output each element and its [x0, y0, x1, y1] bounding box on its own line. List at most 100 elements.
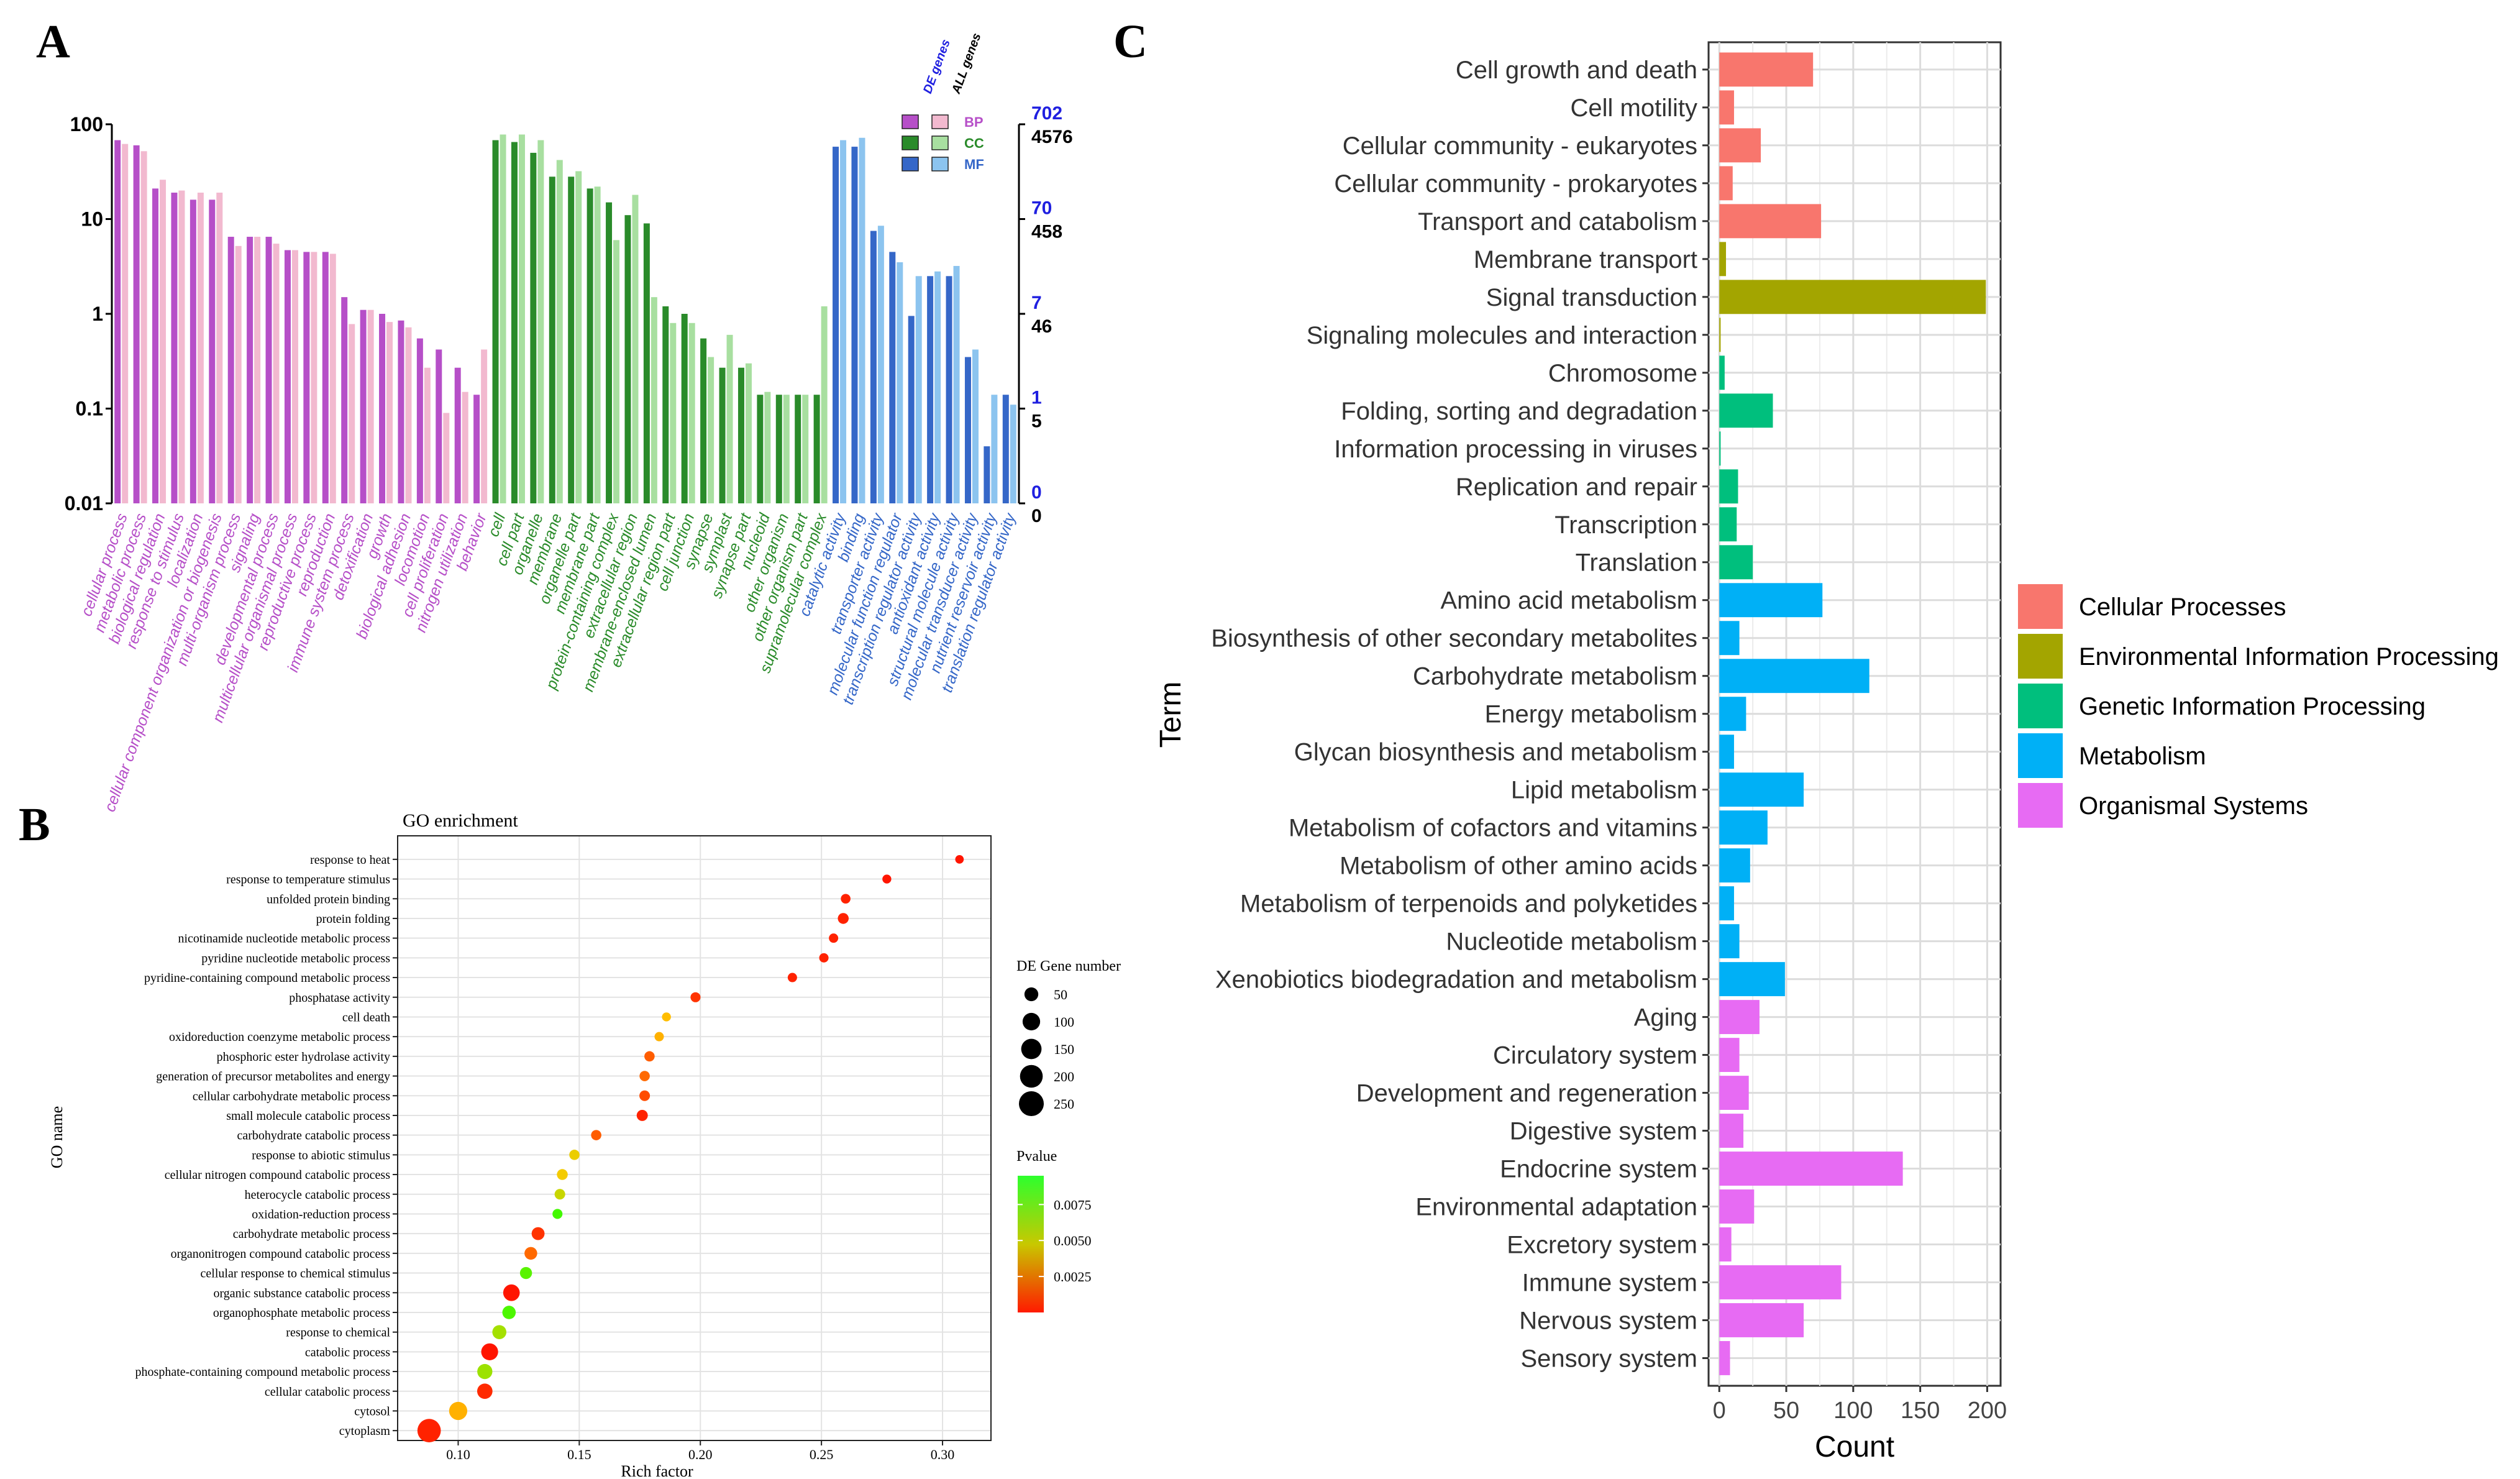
bar-de-multi-organism-process: [227, 237, 234, 503]
legend-label-cc: CC: [964, 135, 984, 151]
bar-de-cell: [492, 140, 499, 504]
legend-swatch-genetic: [2018, 684, 2063, 728]
color-legend-title: Pvalue: [1016, 1148, 1057, 1165]
right-tick-label-de: 7: [1031, 293, 1042, 313]
point-response-to-temperature-stimulus: [882, 874, 892, 884]
bar-de-membrane: [549, 176, 555, 503]
plot-border: [397, 835, 992, 1441]
term-label-cell-growth-and-death: Cell growth and death: [1456, 57, 1697, 84]
term-label-metabolism-of-other-amino-acids: Metabolism of other amino acids: [1340, 853, 1697, 880]
term-label-cellular-community-prokaryotes: Cellular community - prokaryotes: [1334, 170, 1697, 198]
bar-all-other-organism: [783, 395, 790, 503]
bar-de-locomotion: [416, 338, 423, 503]
bar-nervous-system: [1719, 1303, 1804, 1337]
bar-de-detoxification: [360, 309, 367, 503]
bar-all-cell-proliferation: [443, 413, 450, 503]
legend-swatch-de-bp: [902, 114, 919, 129]
term-label-energy-metabolism: Energy metabolism: [1485, 701, 1697, 728]
bar-translation: [1719, 545, 1753, 580]
point-generation-of-precursor-metabolites-and-energy: [639, 1071, 650, 1081]
bar-all-molecular-transducer-activity: [972, 349, 979, 503]
bar-membrane-transport: [1719, 242, 1727, 277]
left-tick-label: 10: [81, 208, 103, 231]
point-response-to-heat: [955, 854, 964, 864]
point-pyridine-containing-compound-metabolic-process: [787, 973, 797, 982]
bar-de-cellular-process: [114, 140, 121, 504]
legend-swatch-organismal: [2018, 783, 2063, 828]
right-tick-label-de: 702: [1031, 103, 1062, 124]
y-tick-label-phosphate-containing-compound-metabolic-process: phosphate-containing compound metabolic …: [135, 1365, 391, 1379]
x-tick-label: 0.10: [446, 1447, 470, 1462]
bar-all-membrane: [556, 160, 563, 504]
right-tick-label-all: 0: [1031, 506, 1042, 526]
panel-c-kegg-classification-chart: Cell growth and death Cell motility Cellul…: [1154, 41, 2499, 1463]
legend-swatch-environmental: [2018, 634, 2063, 679]
legend-label-metabolism: Metabolism: [2079, 743, 2206, 770]
x-axis-title: Count: [1815, 1431, 1894, 1463]
bar-folding-sorting-and-degradation: [1719, 393, 1773, 428]
right-tick-label-de: 1: [1031, 388, 1042, 408]
bar-all-cellular-component-organization-or-biogenesis: [216, 192, 223, 503]
term-label-xenobiotics-biodegradation-and-metabolism: Xenobiotics biodegradation and metabolis…: [1215, 966, 1697, 994]
y-tick-label-unfolded-protein-binding: unfolded protein binding: [267, 892, 390, 906]
bar-de-cell-junction: [681, 314, 688, 503]
bar-all-behavior: [481, 349, 488, 503]
term-label-metabolism-of-cofactors-and-vitamins: Metabolism of cofactors and vitamins: [1289, 815, 1697, 842]
point-phosphate-containing-compound-metabolic-process: [477, 1363, 493, 1380]
bar-all-developmental-process: [273, 244, 280, 503]
bar-all-membrane-enclosed-lumen: [651, 297, 657, 503]
point-cellular-catabolic-process: [477, 1383, 493, 1399]
term-label-signaling-molecules-and-interaction: Signaling molecules and interaction: [1307, 322, 1697, 349]
point-cellular-nitrogen-compound-catabolic-process: [557, 1169, 568, 1180]
point-cellular-carbohydrate-metabolic-process: [639, 1090, 651, 1101]
term-label-biosynthesis-of-other-secondary-metabolites: Biosynthesis of other secondary metaboli…: [1211, 625, 1697, 652]
legend-label-genetic: Genetic Information Processing: [2079, 693, 2426, 720]
point-cellular-response-to-chemical-stimulus: [519, 1266, 532, 1280]
bar-all-membrane-part: [594, 186, 601, 503]
panel-label-a: A: [36, 16, 70, 68]
term-label-sensory-system: Sensory system: [1520, 1345, 1697, 1372]
bar-all-biological-regulation: [160, 180, 167, 503]
y-tick-label-cellular-catabolic-process: cellular catabolic process: [265, 1385, 390, 1399]
y-tick-label-cellular-carbohydrate-metabolic-process: cellular carbohydrate metabolic process: [193, 1089, 390, 1103]
term-label-carbohydrate-metabolism: Carbohydrate metabolism: [1413, 663, 1697, 690]
point-protein-folding: [838, 913, 849, 924]
bar-all-reproduction: [329, 254, 336, 503]
legend-swatch-de-cc: [902, 135, 919, 150]
bar-xenobiotics-biodegradation-and-metabolism: [1719, 962, 1785, 997]
bar-all-protein-containing-complex: [613, 240, 620, 503]
term-label-metabolism-of-terpenoids-and-polyketides: Metabolism of terpenoids and polyketides: [1240, 891, 1697, 918]
term-label-nucleotide-metabolism: Nucleotide metabolism: [1446, 928, 1697, 956]
left-tick-label: 0.01: [65, 492, 103, 515]
right-tick-label-all: 5: [1031, 411, 1042, 432]
legend-swatch-all-cc: [931, 135, 949, 150]
size-legend-label: 250: [1054, 1096, 1074, 1112]
bar-de-biological-regulation: [152, 188, 159, 503]
bar-de-membrane-part: [587, 188, 593, 503]
size-legend-dot: [1019, 1091, 1044, 1116]
bar-de-cellular-component-organization-or-biogenesis: [209, 199, 216, 503]
size-legend-label: 200: [1054, 1069, 1074, 1084]
bar-biosynthesis-of-other-secondary-metabolites: [1719, 621, 1740, 656]
bar-de-extracellular-region-part: [662, 306, 669, 503]
point-organophosphate-metabolic-process: [502, 1306, 516, 1319]
point-phosphatase-activity: [690, 992, 701, 1002]
color-legend-label: 0.0075: [1054, 1197, 1092, 1212]
bar-de-antioxidant-activity: [927, 276, 934, 503]
bar-de-other-organism-part: [795, 395, 801, 503]
x-tick-label: 0: [1713, 1398, 1726, 1424]
bar-de-cell-proliferation: [436, 349, 442, 503]
bar-de-cell-part: [511, 142, 518, 504]
bar-all-metabolic-process: [140, 151, 147, 503]
term-label-excretory-system: Excretory system: [1507, 1232, 1697, 1259]
right-tick-label-all: 4576: [1031, 127, 1073, 147]
point-organic-substance-catabolic-process: [503, 1284, 520, 1301]
chart-title: GO enrichment: [403, 810, 518, 831]
term-label-circulatory-system: Circulatory system: [1493, 1042, 1697, 1069]
bar-all-extracellular-region-part: [670, 323, 677, 503]
panel-c-legend: Cellular Processes Environmental Informat…: [2018, 584, 2499, 828]
bar-de-molecular-function-regulator: [889, 252, 896, 503]
